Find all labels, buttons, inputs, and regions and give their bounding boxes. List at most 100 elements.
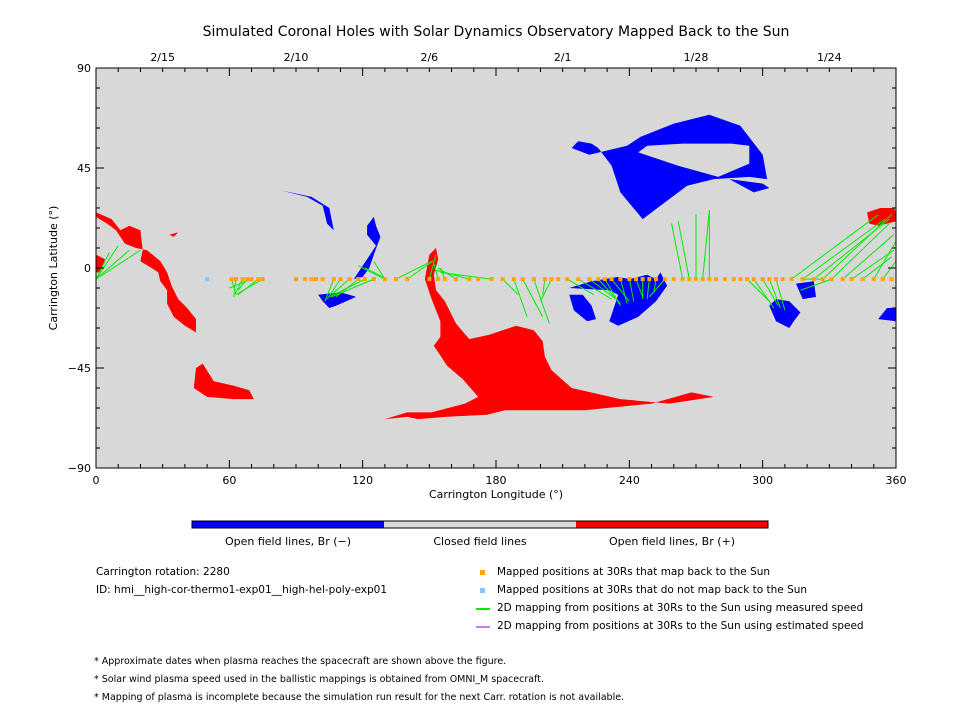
measured-speed-mapping-line [753,278,775,309]
mapped-position-point [229,277,234,282]
mapped-position-point [789,277,794,282]
colorbar-segment [192,521,384,528]
open-field-negative-region [769,299,801,328]
measured-speed-mapping-line [95,252,110,280]
top-date-label: 1/28 [684,51,709,64]
measured-speed-mapping-line [95,249,141,280]
mapped-position-point [500,277,505,282]
measured-speed-mapping-line [95,249,130,280]
mapped-position-point [811,277,816,282]
mapped-position-point [840,277,845,282]
x-tick-label: 120 [352,474,373,487]
mapped-position-point [671,277,676,282]
mapped-position-point [694,277,698,282]
measured-speed-mapping-line [395,260,432,280]
note-incomplete: * Mapping of plasma is incomplete becaus… [94,692,625,703]
mapped-position-point [260,277,265,282]
top-date-label: 2/1 [554,51,572,64]
measured-speed-mapping-line [433,263,439,280]
measured-speed-mapping-line [237,278,259,296]
measured-speed-mapping-line [502,278,519,296]
mapped-position-point [371,277,376,282]
measured-speed-mapping-line [646,279,650,300]
measured-speed-mapping-line [522,278,544,318]
colorbar-label: Closed field lines [433,535,527,548]
measured-speed-mapping-line [762,278,779,307]
mapped-position-point [442,277,447,282]
mapped-position-point [302,277,307,282]
mapped-position-point [860,277,865,282]
open-field-negative-region [318,292,356,308]
mapped-position-point [647,277,652,282]
mapped-position-point [549,277,554,282]
mapped-position-point [394,277,398,282]
top-date-label: 2/10 [284,51,309,64]
measured-speed-mapping-line [513,278,528,318]
y-tick-label: −45 [68,362,91,375]
measured-speed-mapping-line [331,278,374,298]
measured-speed-mapping-line [406,258,437,280]
mapped-position-point [405,277,410,282]
mapped-position-point [256,277,261,282]
measured-speed-mapping-line [566,278,595,296]
mapped-position-point [467,277,472,282]
x-tick-label: 240 [619,474,640,487]
mapped-position-point [576,277,581,282]
mapped-position-point [687,277,692,282]
mapped-position-point [774,277,778,282]
measured-speed-mapping-line [842,234,895,280]
x-tick-label: 180 [486,474,507,487]
mapped-position-point [654,277,658,282]
mapped-position-point [427,277,432,282]
legend-square-swatch [480,570,485,575]
open-field-negative-region [878,308,896,322]
legend-label: 2D mapping from positions at 30Rs to the… [497,620,864,632]
mapped-position-point [800,277,805,282]
measured-speed-mapping-line [671,223,684,280]
open-field-positive-region [169,232,179,237]
measured-speed-mapping-line [604,278,621,307]
open-field-negative-region [571,114,768,220]
mapped-position-point [640,277,645,282]
open-field-negative-region [569,294,596,322]
open-field-negative-region [353,216,381,280]
run-id: ID: hmi__high-cor-thermo1-exp01__high-he… [96,584,388,596]
measured-speed-mapping-line [357,265,386,280]
mapped-position-point [602,277,607,282]
measured-speed-mapping-line [331,278,350,296]
mapped-position-point [707,277,712,282]
mapped-position-point [314,277,318,282]
legend-square-swatch [480,588,485,593]
colorbar-segment [576,521,768,528]
mapped-position-point [294,277,298,282]
mapped-position-point [820,277,825,282]
open-field-negative-region [729,179,770,193]
y-tick-label: −90 [68,462,91,475]
mapped-position-point [309,277,314,282]
measured-speed-mapping-line [373,261,386,280]
measured-speed-mapping-line [235,278,263,296]
colorbar-segment [384,521,576,528]
legend-label: Mapped positions at 30Rs that map back t… [497,566,771,578]
mapped-position-point [714,277,718,282]
measured-speed-mapping-line [233,279,237,297]
measured-speed-mapping-line [791,214,879,280]
mapped-position-point [356,277,361,282]
mapped-position-point [331,277,336,282]
measured-speed-mapping-line [435,269,470,280]
mapped-position-point [849,277,854,282]
top-date-label: 1/24 [817,51,842,64]
mapped-position-point [780,277,785,282]
mapped-position-point [520,277,525,282]
mapped-position-point [565,277,570,282]
mapped-position-point [634,277,638,282]
measured-speed-mapping-line [326,278,341,300]
mapped-position-point [587,277,592,282]
measured-speed-mapping-line [775,278,786,311]
measured-speed-mapping-line [628,279,635,302]
x-tick-label: 300 [752,474,773,487]
x-tick-label: 0 [93,474,100,487]
colorbar-label: Open field lines, Br (−) [225,535,351,548]
measured-speed-mapping-line [882,261,897,280]
